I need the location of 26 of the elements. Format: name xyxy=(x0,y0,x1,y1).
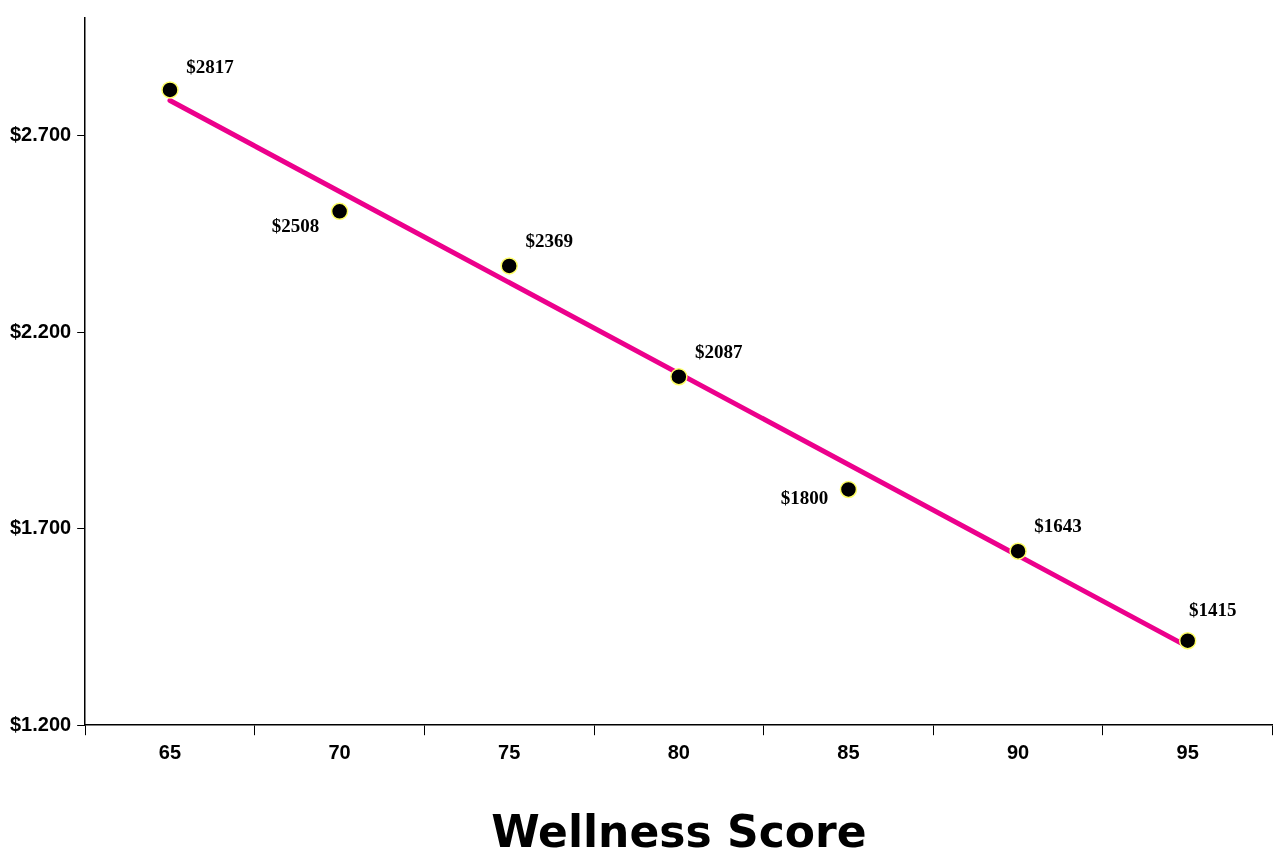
x-tick-label: 85 xyxy=(837,740,860,763)
y-tick-label: $1.200 xyxy=(10,712,72,735)
x-tick-label: 65 xyxy=(158,740,182,763)
data-label: $1415 xyxy=(1188,598,1237,620)
x-tick-label: 75 xyxy=(498,740,521,763)
point xyxy=(1178,631,1197,650)
x-tick-label: 80 xyxy=(667,740,690,763)
point xyxy=(330,202,349,221)
point xyxy=(839,480,858,499)
data-label: $1800 xyxy=(780,487,829,509)
point xyxy=(670,367,688,386)
point xyxy=(1009,542,1027,560)
point xyxy=(161,81,179,99)
data-label: $1643 xyxy=(1034,515,1082,537)
y-tick-label: $2.700 xyxy=(10,123,72,146)
data-label: $2817 xyxy=(186,55,235,77)
x-tick-label: 70 xyxy=(328,740,351,763)
x-tick-label: 90 xyxy=(1006,740,1030,763)
data-label: $2087 xyxy=(695,340,744,362)
y-tick-label: $2.200 xyxy=(10,319,72,342)
data-label: $2508 xyxy=(271,215,320,237)
x-tick-label: 95 xyxy=(1176,740,1199,763)
y-tick-label: $1.700 xyxy=(10,516,72,539)
point xyxy=(500,257,518,275)
x-axis-title: Wellness Score xyxy=(491,806,867,858)
data-label: $2369 xyxy=(525,229,573,251)
